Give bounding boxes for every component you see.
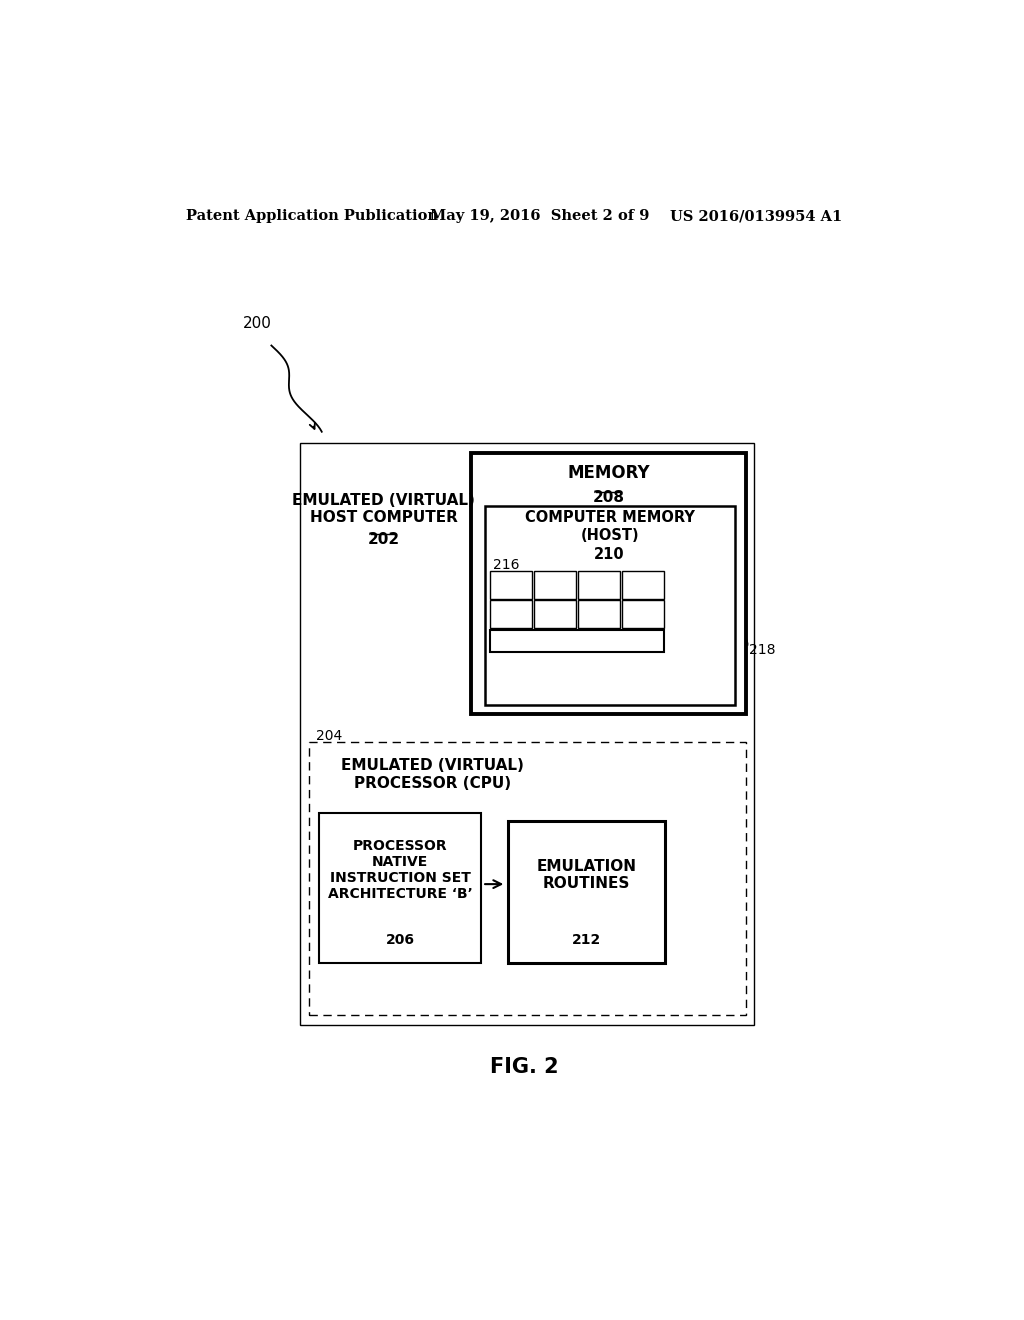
Bar bbox=[508, 821, 665, 964]
Text: EMULATED (VIRTUAL)
HOST COMPUTER: EMULATED (VIRTUAL) HOST COMPUTER bbox=[292, 492, 475, 525]
Text: 200: 200 bbox=[243, 317, 271, 331]
Text: May 19, 2016  Sheet 2 of 9: May 19, 2016 Sheet 2 of 9 bbox=[430, 209, 649, 223]
Bar bbox=[623, 572, 665, 599]
Text: LP: LP bbox=[635, 578, 651, 591]
Text: 214: 214 bbox=[599, 635, 622, 648]
Text: OS: OS bbox=[502, 607, 520, 620]
Text: 204: 204 bbox=[315, 729, 342, 743]
Bar bbox=[579, 601, 621, 628]
Bar bbox=[300, 444, 755, 1024]
Bar bbox=[579, 572, 621, 599]
Text: 206: 206 bbox=[385, 933, 415, 946]
Bar bbox=[308, 742, 745, 1015]
Text: US 2016/0139954 A1: US 2016/0139954 A1 bbox=[671, 209, 843, 223]
Text: LP: LP bbox=[503, 578, 519, 591]
Text: LP: LP bbox=[591, 578, 607, 591]
Text: 212: 212 bbox=[571, 933, 601, 946]
Text: Patent Application Publication: Patent Application Publication bbox=[186, 209, 438, 223]
Bar bbox=[484, 507, 735, 705]
Text: EMULATION
ROUTINES: EMULATION ROUTINES bbox=[537, 858, 636, 891]
Text: OS: OS bbox=[634, 607, 652, 620]
Text: OS: OS bbox=[590, 607, 608, 620]
Bar bbox=[471, 453, 745, 714]
Text: PROCESSOR
NATIVE
INSTRUCTION SET
ARCHITECTURE ‘B’: PROCESSOR NATIVE INSTRUCTION SET ARCHITE… bbox=[328, 838, 472, 902]
Text: OS: OS bbox=[546, 607, 564, 620]
Bar bbox=[489, 601, 531, 628]
Text: 218: 218 bbox=[749, 643, 775, 656]
Bar bbox=[319, 813, 480, 964]
Text: 208: 208 bbox=[593, 490, 625, 504]
Bar bbox=[489, 572, 531, 599]
Bar bbox=[623, 601, 665, 628]
Text: LP: LP bbox=[547, 578, 563, 591]
Text: FIG. 2: FIG. 2 bbox=[490, 1057, 559, 1077]
Text: MEMORY: MEMORY bbox=[567, 463, 650, 482]
Text: HYPERVISOR: HYPERVISOR bbox=[523, 635, 609, 648]
Bar bbox=[489, 631, 665, 652]
Bar bbox=[535, 572, 575, 599]
Text: 202: 202 bbox=[368, 532, 399, 546]
Text: 210: 210 bbox=[594, 548, 625, 562]
Text: 216: 216 bbox=[493, 558, 519, 572]
Text: COMPUTER MEMORY
(HOST): COMPUTER MEMORY (HOST) bbox=[524, 511, 694, 543]
Bar bbox=[535, 601, 575, 628]
Text: EMULATED (VIRTUAL)
PROCESSOR (CPU): EMULATED (VIRTUAL) PROCESSOR (CPU) bbox=[341, 758, 524, 791]
